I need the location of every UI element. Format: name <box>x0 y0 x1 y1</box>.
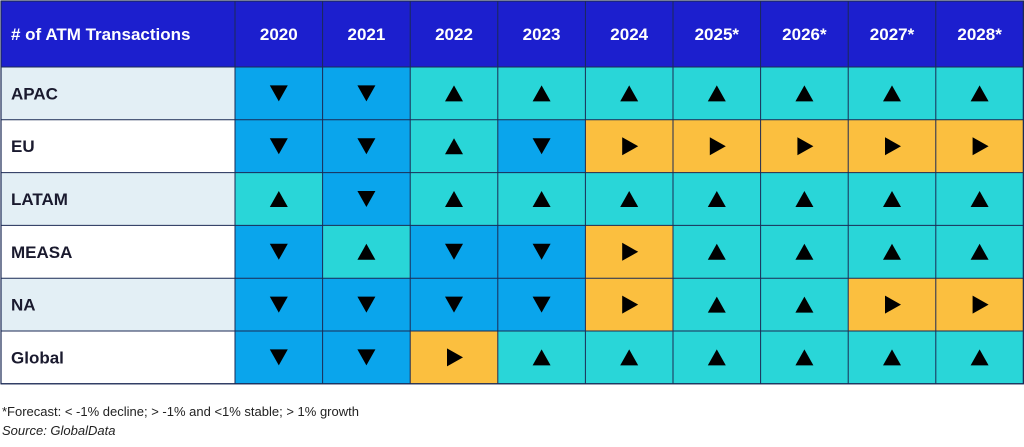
growth-triangle-icon <box>883 191 901 207</box>
growth-triangle-icon <box>707 243 726 260</box>
row-label-global: Global <box>11 348 64 367</box>
growth-triangle-icon <box>707 85 726 102</box>
column-header-2024: 2024 <box>610 25 648 44</box>
growth-triangle-icon <box>269 191 288 207</box>
decline-triangle-icon <box>357 296 376 313</box>
stable-triangle-icon <box>622 137 639 156</box>
column-header-2023: 2023 <box>523 25 561 44</box>
row-label-eu: EU <box>11 137 35 156</box>
growth-triangle-icon <box>445 191 463 207</box>
row-label-cell-latam <box>1 172 235 226</box>
row-label-cell-eu <box>1 119 235 173</box>
decline-triangle-icon <box>532 138 551 155</box>
stable-triangle-icon <box>972 295 989 314</box>
decline-triangle-icon <box>357 349 376 366</box>
growth-triangle-icon <box>532 191 551 207</box>
decline-triangle-icon <box>357 85 376 102</box>
growth-triangle-icon <box>532 349 551 366</box>
column-header-2027: 2027* <box>870 25 915 44</box>
growth-triangle-icon <box>970 85 989 102</box>
growth-triangle-icon <box>795 296 814 313</box>
stable-triangle-icon <box>622 295 639 314</box>
column-header-2026: 2026* <box>782 25 827 44</box>
growth-triangle-icon <box>532 85 551 102</box>
growth-triangle-icon <box>445 138 463 155</box>
column-header-2028: 2028* <box>957 25 1002 44</box>
row-label-measa: MEASA <box>11 243 72 262</box>
decline-triangle-icon <box>532 296 551 313</box>
corner-label: # of ATM Transactions <box>11 25 190 44</box>
growth-triangle-icon <box>883 85 901 102</box>
column-header-2020: 2020 <box>260 25 298 44</box>
decline-triangle-icon <box>445 243 463 260</box>
decline-triangle-icon <box>269 85 288 102</box>
row-label-cell-measa <box>1 225 235 279</box>
heatmap-table: # of ATM Transactions 2020 2021 2022 2023 202… <box>0 0 1024 385</box>
growth-triangle-icon <box>795 349 814 366</box>
stable-triangle-icon <box>447 348 463 367</box>
growth-triangle-icon <box>795 191 814 207</box>
growth-triangle-icon <box>970 349 989 366</box>
row-label-latam: LATAM <box>11 190 68 209</box>
table-border <box>0 0 1024 385</box>
stable-triangle-icon <box>797 137 814 156</box>
growth-triangle-icon <box>445 85 463 102</box>
stable-triangle-icon <box>709 137 726 156</box>
growth-triangle-icon <box>707 296 726 313</box>
growth-triangle-icon <box>707 349 726 366</box>
growth-triangle-icon <box>795 85 814 102</box>
decline-triangle-icon <box>269 138 288 155</box>
decline-triangle-icon <box>532 243 551 260</box>
row-label-na: NA <box>11 296 36 315</box>
decline-triangle-icon <box>357 138 376 155</box>
growth-triangle-icon <box>970 191 989 207</box>
stable-triangle-icon <box>972 137 989 156</box>
growth-triangle-icon <box>883 349 901 366</box>
row-label-cell-apac <box>1 67 235 120</box>
row-label-cell-na <box>1 278 235 331</box>
decline-triangle-icon <box>445 296 463 313</box>
source-note: Source: GlobalData <box>2 423 116 438</box>
decline-triangle-icon <box>357 191 376 207</box>
decline-triangle-icon <box>269 243 288 260</box>
stable-triangle-icon <box>885 137 901 156</box>
stable-triangle-icon <box>885 295 901 314</box>
growth-triangle-icon <box>357 243 376 260</box>
growth-triangle-icon <box>795 243 814 260</box>
growth-triangle-icon <box>620 349 639 366</box>
growth-triangle-icon <box>970 243 989 260</box>
growth-triangle-icon <box>883 243 901 260</box>
header-background <box>1 1 1024 67</box>
row-label-apac: APAC <box>11 84 58 103</box>
growth-triangle-icon <box>620 191 639 207</box>
row-label-cell-global <box>1 331 235 384</box>
column-header-2021: 2021 <box>347 25 385 44</box>
decline-triangle-icon <box>269 349 288 366</box>
growth-triangle-icon <box>620 85 639 102</box>
decline-triangle-icon <box>269 296 288 313</box>
column-header-2025: 2025* <box>695 25 740 44</box>
stable-triangle-icon <box>622 242 639 261</box>
footnote: *Forecast: < -1% decline; > -1% and <1% … <box>2 404 359 419</box>
column-header-2022: 2022 <box>435 25 473 44</box>
growth-triangle-icon <box>707 191 726 207</box>
